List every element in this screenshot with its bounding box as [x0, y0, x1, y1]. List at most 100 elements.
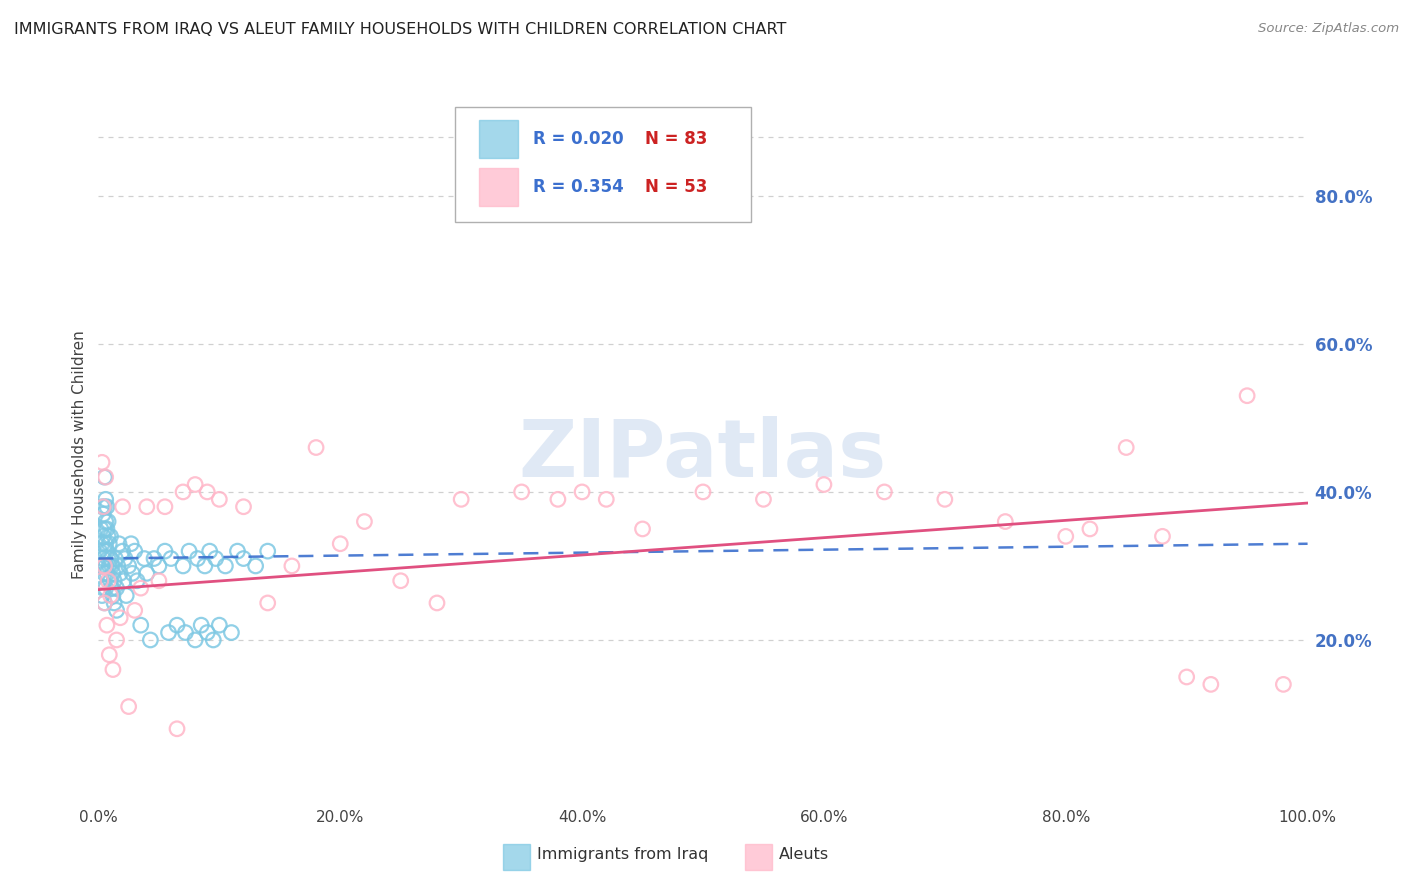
Point — [389, 574, 412, 588]
Point — [91, 500, 114, 514]
Point — [100, 551, 122, 566]
FancyBboxPatch shape — [479, 120, 517, 159]
Point — [115, 589, 138, 603]
Point — [93, 558, 115, 573]
Point — [194, 558, 217, 573]
Point — [195, 484, 218, 499]
Point — [160, 551, 183, 566]
Point — [98, 537, 121, 551]
Point — [187, 551, 209, 566]
Point — [91, 558, 114, 573]
Point — [157, 625, 180, 640]
Text: Immigrants from Iraq: Immigrants from Iraq — [537, 847, 709, 863]
Point — [179, 544, 201, 558]
Point — [100, 529, 122, 543]
Point — [124, 603, 146, 617]
Point — [97, 515, 120, 529]
Point — [97, 529, 120, 543]
Point — [108, 566, 131, 581]
Text: N = 53: N = 53 — [645, 178, 707, 195]
Point — [631, 522, 654, 536]
Point — [934, 492, 956, 507]
Point — [143, 551, 166, 566]
Point — [94, 558, 117, 573]
Point — [1152, 529, 1174, 543]
Point — [153, 544, 176, 558]
Point — [108, 537, 131, 551]
Point — [93, 566, 115, 581]
Point — [595, 492, 617, 507]
Text: ZIPatlas: ZIPatlas — [519, 416, 887, 494]
Point — [172, 484, 194, 499]
Point — [93, 500, 115, 514]
Point — [118, 699, 141, 714]
Point — [91, 537, 114, 551]
Point — [1115, 441, 1137, 455]
Point — [813, 477, 835, 491]
Point — [214, 558, 236, 573]
Point — [153, 500, 176, 514]
Point — [1175, 670, 1198, 684]
Text: IMMIGRANTS FROM IRAQ VS ALEUT FAMILY HOUSEHOLDS WITH CHILDREN CORRELATION CHART: IMMIGRANTS FROM IRAQ VS ALEUT FAMILY HOU… — [14, 22, 786, 37]
Point — [101, 589, 124, 603]
FancyBboxPatch shape — [479, 168, 517, 206]
Point — [148, 558, 170, 573]
Point — [91, 551, 114, 566]
Point — [198, 544, 221, 558]
Point — [114, 551, 136, 566]
Point — [93, 596, 115, 610]
Point — [1199, 677, 1222, 691]
Text: Source: ZipAtlas.com: Source: ZipAtlas.com — [1258, 22, 1399, 36]
Point — [91, 455, 114, 469]
Point — [100, 558, 122, 573]
Point — [98, 648, 121, 662]
Point — [1236, 389, 1258, 403]
Point — [100, 574, 122, 588]
Point — [752, 492, 775, 507]
Point — [184, 632, 207, 647]
Point — [208, 618, 231, 632]
Point — [93, 544, 115, 558]
Point — [91, 589, 114, 603]
Point — [105, 603, 128, 617]
FancyBboxPatch shape — [456, 107, 751, 222]
Point — [118, 558, 141, 573]
Point — [166, 618, 188, 632]
Point — [96, 522, 118, 536]
Point — [148, 574, 170, 588]
Text: Aleuts: Aleuts — [779, 847, 830, 863]
Point — [89, 544, 111, 558]
Point — [1272, 677, 1295, 691]
Point — [104, 551, 127, 566]
Point — [96, 544, 118, 558]
Point — [111, 544, 134, 558]
Point — [96, 566, 118, 581]
Point — [172, 558, 194, 573]
Point — [202, 632, 225, 647]
Point — [93, 596, 115, 610]
Point — [94, 470, 117, 484]
Point — [353, 515, 375, 529]
Point — [208, 492, 231, 507]
Point — [91, 507, 114, 521]
Point — [124, 544, 146, 558]
Point — [103, 574, 125, 588]
Point — [127, 574, 149, 588]
Point — [245, 558, 267, 573]
Point — [97, 574, 120, 588]
Point — [692, 484, 714, 499]
Point — [108, 611, 131, 625]
Point — [129, 581, 152, 595]
Point — [96, 500, 118, 514]
Point — [90, 522, 112, 536]
Point — [329, 537, 352, 551]
Text: R = 0.020: R = 0.020 — [533, 130, 623, 148]
Point — [232, 551, 254, 566]
Point — [105, 581, 128, 595]
Point — [94, 492, 117, 507]
Point — [190, 618, 212, 632]
Point — [510, 484, 533, 499]
Point — [184, 477, 207, 491]
Point — [90, 574, 112, 588]
Point — [103, 596, 125, 610]
